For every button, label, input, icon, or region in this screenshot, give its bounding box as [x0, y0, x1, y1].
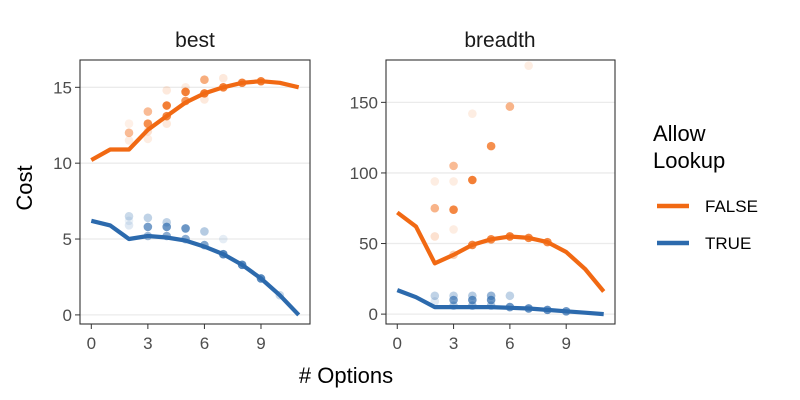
point-best-true-30 [181, 224, 190, 233]
facet-best-gridlines [80, 86, 310, 316]
point-breadth-false-11 [486, 141, 496, 151]
point-breadth-true-24 [468, 295, 477, 305]
x-tick-label-breadth-3: 3 [449, 334, 458, 353]
series-line-breadth-true [396, 288, 604, 317]
point-best-false-16 [200, 95, 209, 104]
point-breadth-false-15 [524, 61, 533, 70]
x-tick-label-best-3: 3 [143, 334, 152, 353]
point-best-false-1 [124, 119, 134, 129]
y-tick-label-breadth-50: 50 [359, 235, 378, 254]
y-tick-label-best-10: 10 [53, 154, 72, 173]
x-tick-label-best-6: 6 [200, 334, 209, 353]
point-breadth-false-2 [430, 232, 440, 241]
point-best-true-21 [124, 211, 134, 221]
point-breadth-true-21 [449, 295, 458, 305]
point-breadth-false-13 [505, 102, 515, 111]
facet-best-x-axis: 0 3 6 9 [87, 324, 266, 353]
y-tick-label-best-0: 0 [63, 306, 72, 325]
point-best-true-25 [143, 222, 153, 232]
point-best-false-7 [162, 101, 172, 110]
series-line-breadth-false [396, 210, 606, 293]
y-tick-label-breadth-0: 0 [369, 305, 378, 324]
point-best-false-15 [200, 75, 209, 85]
point-best-true-28 [162, 222, 172, 232]
point-breadth-false-0 [430, 177, 440, 186]
y-tick-label-best-5: 5 [63, 230, 72, 249]
point-breadth-true-27 [486, 295, 496, 305]
facet-title-breadth: breadth [464, 29, 535, 52]
point-breadth-true-19 [430, 297, 440, 306]
y-axis-title: Cost [12, 165, 37, 210]
x-tick-label-best-9: 9 [256, 334, 265, 353]
point-best-false-10 [162, 119, 172, 129]
x-tick-label-breadth-6: 6 [505, 334, 514, 353]
legend-label-false: FALSE [705, 197, 758, 216]
facet-breadth-border [385, 59, 616, 325]
point-best-true-35 [218, 234, 228, 244]
point-best-false-4 [143, 107, 153, 116]
point-breadth-false-9 [468, 175, 477, 185]
point-breadth-true-29 [505, 291, 515, 301]
facet-panel-breadth: breadth 0 50 100 150 0 3 6 9 [350, 29, 616, 353]
point-best-true-32 [200, 227, 209, 236]
point-breadth-false-3 [449, 161, 458, 171]
point-breadth-true-18 [430, 291, 440, 301]
point-best-true-22 [124, 221, 134, 230]
point-best-false-13 [181, 83, 190, 92]
point-best-false-6 [143, 134, 153, 144]
point-breadth-false-1 [430, 203, 440, 213]
series-line-best-true [90, 218, 301, 317]
y-tick-label-breadth-150: 150 [350, 93, 378, 112]
facet-breadth-lines [396, 210, 606, 317]
y-tick-label-breadth-100: 100 [350, 164, 378, 183]
facet-panel-best: best 0 5 10 15 0 3 6 9 [53, 29, 311, 353]
point-best-false-9 [162, 86, 172, 95]
point-breadth-false-4 [449, 177, 458, 186]
facet-title-best: best [175, 29, 215, 52]
legend-label-true: TRUE [705, 234, 751, 253]
x-axis-title: # Options [299, 363, 393, 388]
x-tick-label-breadth-9: 9 [561, 334, 570, 353]
facet-best-y-axis: 0 5 10 15 [53, 78, 80, 325]
point-best-true-23 [124, 216, 134, 226]
point-best-true-24 [143, 213, 153, 223]
legend-title-line-1: Allow [653, 121, 706, 146]
facet-best-lines [90, 79, 301, 317]
x-tick-label-breadth-0: 0 [393, 334, 402, 353]
point-breadth-false-6 [449, 225, 458, 234]
facet-best-border [79, 59, 311, 325]
point-breadth-false-5 [449, 205, 458, 214]
point-best-false-11 [181, 87, 190, 97]
facet-breadth-y-axis: 0 50 100 150 [350, 93, 386, 324]
x-tick-label-best-0: 0 [87, 334, 96, 353]
point-best-false-0 [124, 128, 134, 138]
series-line-best-false [90, 79, 300, 162]
facet-breadth-x-axis: 0 3 6 9 [393, 324, 571, 353]
point-best-false-2 [124, 136, 134, 145]
y-tick-label-best-15: 15 [53, 78, 72, 97]
legend-title-line-2: Lookup [653, 148, 725, 173]
legend: Allow Lookup FALSE TRUE [653, 121, 758, 253]
point-best-false-18 [218, 73, 228, 83]
point-breadth-false-8 [468, 109, 477, 118]
